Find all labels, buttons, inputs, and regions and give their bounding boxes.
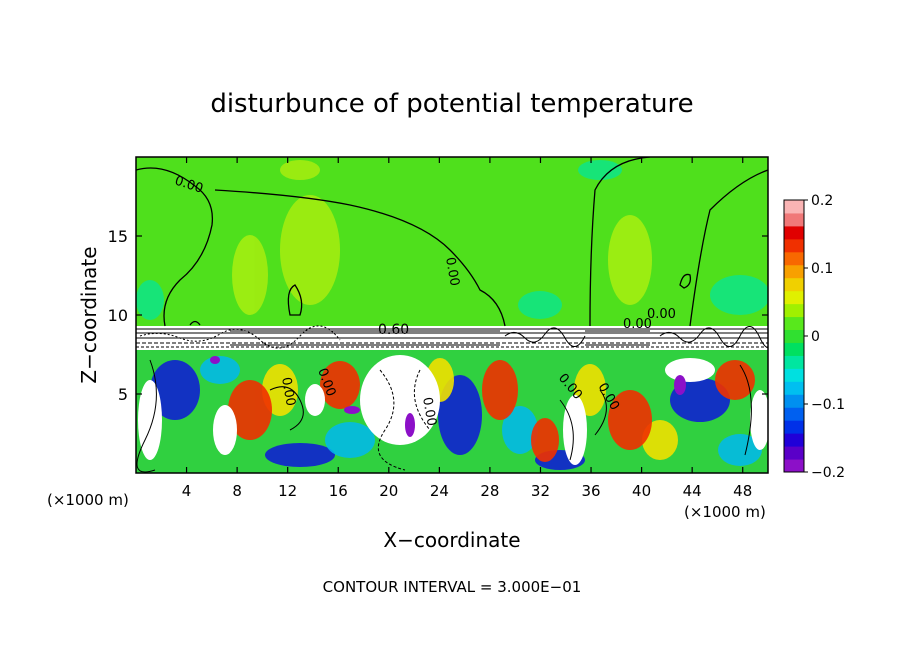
y-tick-label: 15 (108, 227, 128, 246)
z-unit-note: (×1000 m) (47, 491, 129, 509)
contour-label: 0.00 (623, 317, 652, 332)
colorbar-swatch (784, 342, 804, 356)
contour-interval-note: CONTOUR INTERVAL = 3.000E−01 (323, 578, 582, 596)
x-unit-note: (×1000 m) (684, 503, 766, 521)
colorbar-swatch (784, 355, 804, 369)
colorbar-swatch (784, 329, 804, 343)
colorbar-ticks: 0.2 0.1 0 −0.1 −0.2 (804, 193, 845, 481)
colorbar-swatch (784, 238, 804, 253)
colorbar-swatch (784, 251, 804, 266)
chart-title: disturbunce of potential temperature (210, 89, 693, 119)
x-tick-label: 4 (182, 482, 192, 500)
y-axis: 5 10 15 (108, 227, 768, 404)
colorbar-swatch (784, 277, 804, 292)
cool-patches-upper (136, 160, 768, 320)
x-tick-label: 12 (278, 482, 297, 500)
colorbar-swatch (784, 433, 804, 447)
colorbar-swatch (784, 200, 804, 214)
contour-label: 0.00 (442, 256, 462, 287)
y-tick-label: 10 (108, 306, 128, 325)
x-tick-label: 28 (480, 482, 499, 500)
colorbar-swatch (784, 316, 804, 331)
contour-label: 0.00 (278, 376, 298, 407)
colorbar-swatch (784, 407, 804, 421)
colorbar-tick-label: 0 (811, 329, 820, 345)
colorbar-swatch (784, 212, 804, 227)
colorbar-swatch (784, 420, 804, 434)
colorbar-swatch (784, 446, 804, 460)
colorbar-swatch (784, 290, 804, 305)
x-tick-label: 20 (379, 482, 398, 500)
x-axis-label: X−coordinate (383, 528, 520, 552)
colorbar-swatch (784, 303, 804, 318)
colorbar-swatch (784, 381, 804, 395)
x-tick-label: 44 (683, 482, 702, 500)
colorbar-tick-label: −0.1 (811, 397, 845, 413)
colorbar-swatch (784, 225, 804, 240)
x-tick-label: 36 (581, 482, 600, 500)
y-tick-label: 5 (118, 385, 128, 404)
x-axis: 4 8 12 16 20 24 28 32 36 40 44 48 (182, 157, 752, 500)
x-tick-label: 16 (329, 482, 348, 500)
x-tick-label: 8 (232, 482, 242, 500)
x-tick-label: 40 (632, 482, 651, 500)
contour-label: 0.00 (419, 396, 439, 427)
x-tick-label: 24 (430, 482, 449, 500)
turbulent-region (136, 350, 768, 473)
x-tick-label: 32 (531, 482, 550, 500)
colorbar-swatch (784, 368, 804, 382)
colorbar-tick-label: 0.2 (811, 193, 833, 209)
colorbar-swatch (784, 264, 804, 279)
colorbar (784, 200, 804, 473)
colorbar-tick-label: 0.1 (811, 261, 833, 277)
colorbar-swatch (784, 394, 804, 408)
contour-label: 0.00 (647, 307, 676, 322)
plot-field (136, 157, 768, 473)
colorbar-tick-label: −0.2 (811, 465, 845, 481)
y-axis-label: Z−coordinate (77, 246, 101, 383)
inversion-contours (136, 325, 768, 349)
x-tick-label: 48 (733, 482, 752, 500)
contour-label: 0.60 (378, 322, 409, 338)
contour-lines-upper (136, 157, 768, 327)
colorbar-swatch (784, 459, 804, 473)
warm-patches-upper (232, 160, 652, 315)
